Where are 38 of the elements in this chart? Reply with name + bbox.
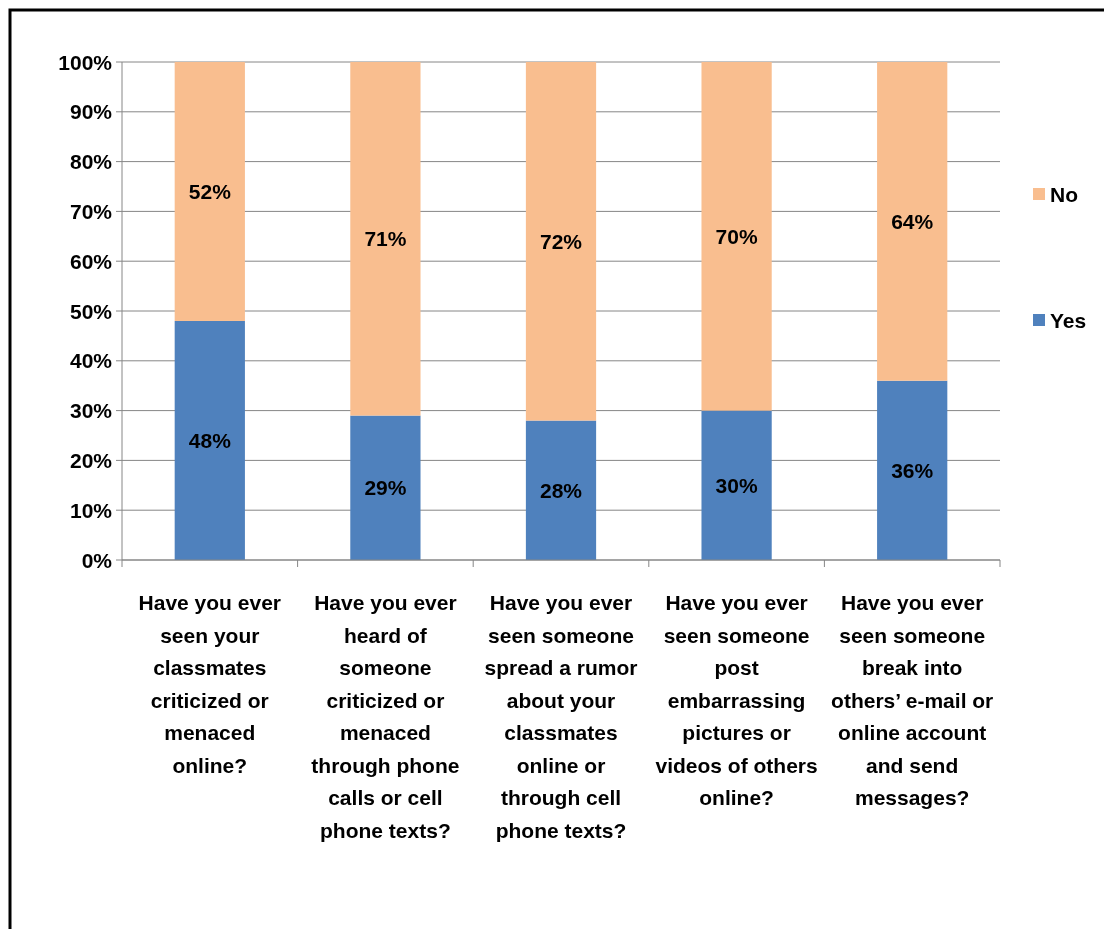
y-tick-label: 30% (69, 399, 113, 423)
data-label: 30% (715, 473, 758, 497)
y-tick-label: 20% (69, 448, 113, 472)
y-tick-label: 50% (69, 299, 113, 323)
data-label: 29% (364, 476, 407, 500)
bar (174, 320, 245, 560)
bar (350, 415, 421, 560)
data-label: 71% (364, 227, 407, 251)
y-tick-label: 10% (69, 498, 113, 522)
bar (174, 62, 245, 321)
bar (701, 62, 772, 411)
bar (701, 410, 772, 560)
bar (877, 62, 948, 381)
y-tick-label: 0% (81, 548, 113, 572)
bar (877, 380, 948, 560)
data-label: 70% (715, 224, 758, 248)
y-tick-label: 70% (69, 199, 113, 223)
bar (525, 62, 597, 421)
data-label: 64% (891, 209, 934, 233)
data-label: 52% (188, 179, 232, 203)
data-label: 28% (539, 478, 583, 502)
y-tick-label: 90% (69, 100, 113, 124)
y-tick-label: 100% (58, 50, 113, 74)
x-tick-label: Have you ever heard of someone criticized or menaced through phone calls or cell phone texts? (311, 591, 460, 842)
data-label: 36% (891, 458, 934, 482)
x-tick-label: Have you ever seen someone post embarrassing pictures or videos of others online? (655, 591, 818, 809)
legend-label: Yes (1050, 308, 1087, 332)
y-tick-label: 40% (69, 349, 113, 373)
data-label: 48% (188, 428, 232, 452)
legend-label: No (1050, 182, 1078, 206)
y-tick-label: 60% (69, 249, 113, 273)
data-label: 72% (539, 229, 583, 253)
x-tick-label: Have you ever seen someone break into others’ e-mail or online account and send messages? (831, 591, 994, 809)
x-tick-label: Have you ever seen someone spread a rumor about your classmates online or through cell phone texts? (484, 591, 638, 842)
bar (525, 420, 597, 560)
bar (350, 62, 421, 416)
x-tick-label: Have you ever seen your classmates criticized or menaced online? (138, 591, 282, 777)
y-tick-label: 80% (69, 150, 113, 174)
